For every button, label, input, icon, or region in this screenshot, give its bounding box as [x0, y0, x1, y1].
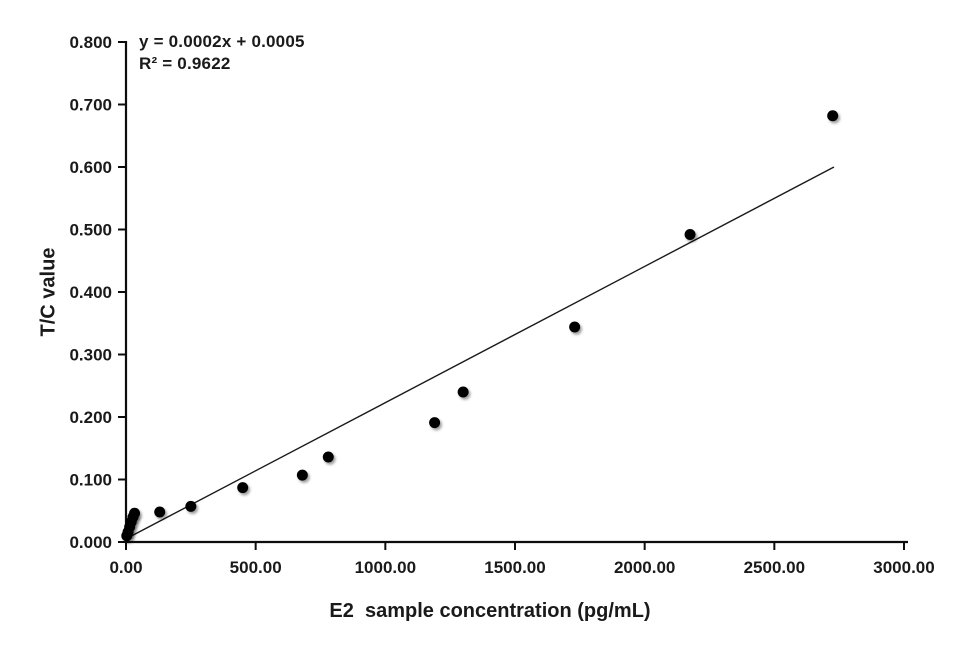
- r-squared-text: R² = 0.9622: [139, 54, 231, 73]
- y-tick-label: 0.000: [69, 533, 112, 552]
- equation-text: y = 0.0002x + 0.0005: [139, 32, 305, 51]
- y-tick-label: 0.700: [69, 96, 112, 115]
- y-axis-title: T/C value: [37, 247, 60, 337]
- data-point: [237, 482, 249, 494]
- data-point: [322, 451, 334, 463]
- data-point: [296, 469, 308, 481]
- trendline-annotation: y = 0.0002x + 0.0005 R² = 0.9622: [139, 31, 305, 75]
- x-tick-label: 1000.00: [355, 558, 416, 577]
- x-tick-label: 3000.00: [873, 558, 934, 577]
- data-point: [185, 500, 197, 512]
- x-axis-title: E2 sample concentration (pg/mL): [329, 600, 651, 622]
- y-tick-label: 0.400: [69, 283, 112, 302]
- data-point: [154, 506, 166, 518]
- y-tick-label: 0.300: [69, 346, 112, 365]
- x-tick-label: 0.00: [109, 558, 142, 577]
- y-tick-label: 0.800: [69, 33, 112, 52]
- y-tick-label: 0.100: [69, 471, 112, 490]
- x-tick-label: 2000.00: [614, 558, 675, 577]
- data-point: [457, 386, 469, 398]
- x-tick-label: 2500.00: [744, 558, 805, 577]
- data-point: [429, 417, 441, 429]
- y-tick-label: 0.500: [69, 221, 112, 240]
- x-tick-label: 1500.00: [484, 558, 545, 577]
- data-point: [827, 110, 839, 122]
- y-tick-label: 0.200: [69, 408, 112, 427]
- trend-line: [125, 166, 835, 540]
- data-point: [129, 507, 141, 519]
- x-tick-label: 500.00: [230, 558, 282, 577]
- data-point: [569, 321, 581, 333]
- y-tick-label: 0.600: [69, 158, 112, 177]
- data-point: [684, 229, 696, 240]
